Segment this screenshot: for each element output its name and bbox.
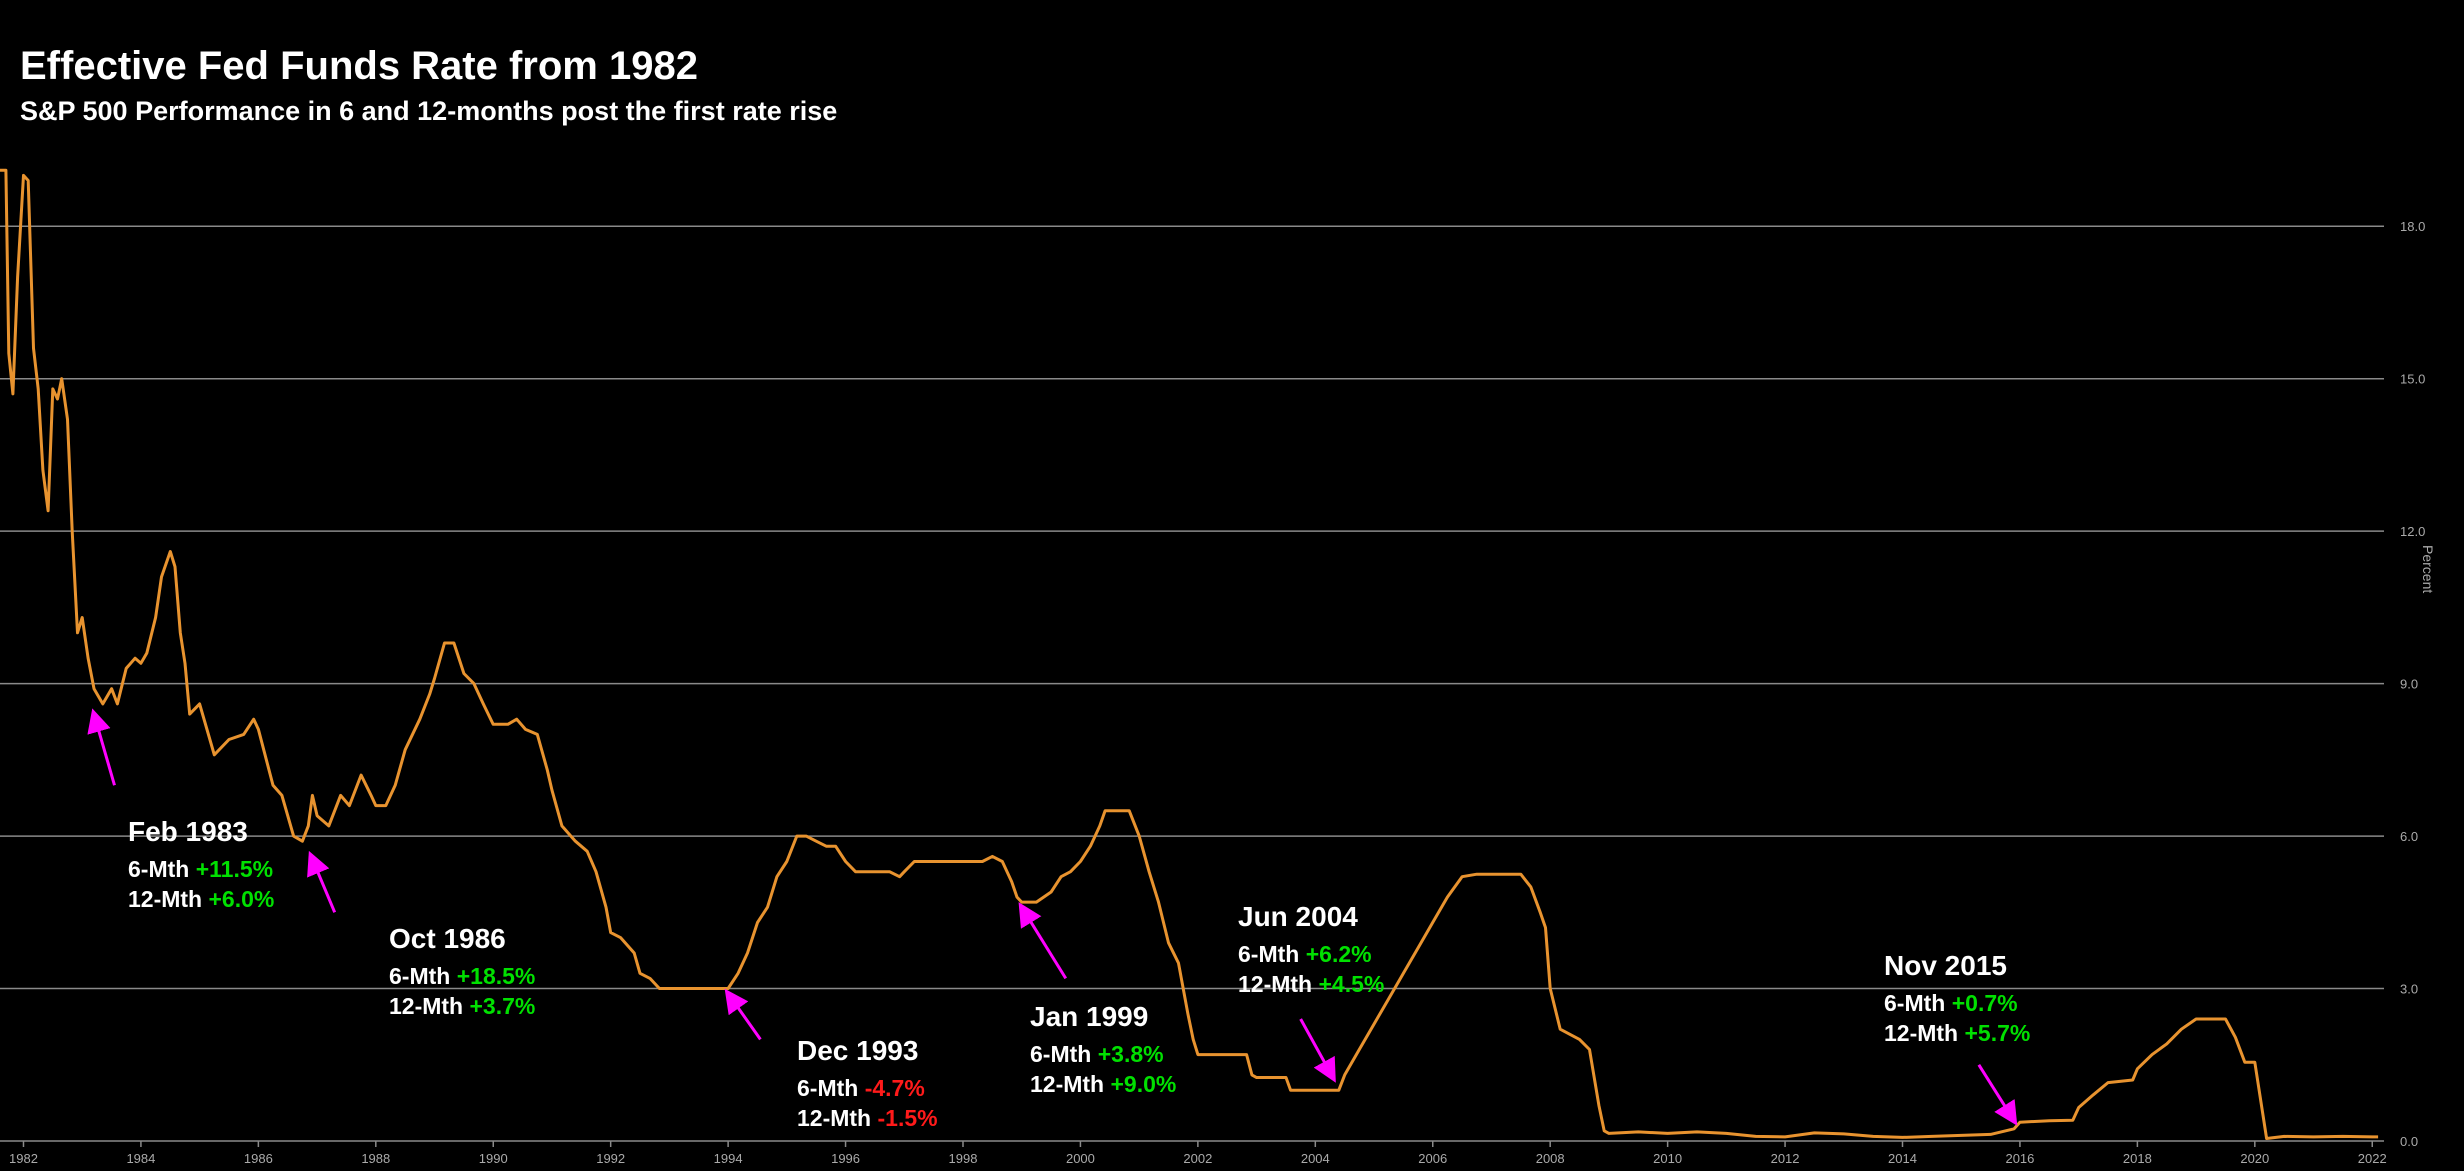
annotation-performance-line: 6-Mth +11.5% — [128, 858, 274, 881]
period-label: 6-Mth — [1030, 1041, 1098, 1067]
y-axis-label: Percent — [2420, 545, 2436, 594]
y-tick-label: 9.0 — [2400, 677, 2418, 692]
annotation-date: Oct 1986 — [389, 923, 506, 954]
return-value: -4.7% — [864, 1075, 925, 1101]
x-tick-label: 2022 — [2358, 1151, 2387, 1166]
period-label: 6-Mth — [389, 963, 457, 989]
return-value: +3.8% — [1097, 1041, 1164, 1067]
annotation-performance-line: 6-Mth +3.8% — [1030, 1043, 1176, 1066]
annotation-performance-line: 12-Mth +5.7% — [1884, 1022, 2030, 1045]
return-value: +18.5% — [456, 963, 536, 989]
annotation-date: Feb 1983 — [128, 816, 248, 847]
period-label: 12-Mth — [1238, 971, 1319, 997]
x-tick-label: 1996 — [831, 1151, 860, 1166]
period-label: 6-Mth — [1884, 990, 1952, 1016]
period-label: 6-Mth — [128, 856, 196, 882]
y-tick-label: 18.0 — [2400, 219, 2425, 234]
x-tick-label: 2000 — [1066, 1151, 1095, 1166]
annotation-arrow — [1018, 902, 1068, 980]
y-tick-label: 3.0 — [2400, 982, 2418, 997]
annotation-dec-1993: Dec 1993 6-Mth -4.7% 12-Mth -1.5% — [797, 1037, 938, 1137]
annotation-date: Nov 2015 — [1884, 950, 2007, 981]
annotation-jan-1999: Jan 1999 6-Mth +3.8% 12-Mth +9.0% — [1030, 1003, 1176, 1103]
annotation-jun-2004: Jun 2004 6-Mth +6.2% 12-Mth +4.5% — [1238, 903, 1384, 1003]
return-value: +5.7% — [1964, 1020, 2031, 1046]
period-label: 12-Mth — [1030, 1071, 1111, 1097]
period-label: 12-Mth — [797, 1105, 878, 1131]
period-label: 12-Mth — [1884, 1020, 1965, 1046]
x-tick-label: 2020 — [2240, 1151, 2269, 1166]
annotation-date: Jun 2004 — [1238, 901, 1358, 932]
y-tick-label: 6.0 — [2400, 829, 2418, 844]
x-tick-label: 2010 — [1653, 1151, 1682, 1166]
return-value: +6.0% — [208, 886, 275, 912]
period-label: 6-Mth — [797, 1075, 865, 1101]
x-tick-label: 1988 — [361, 1151, 390, 1166]
x-tick-label: 1986 — [244, 1151, 273, 1166]
period-label: 12-Mth — [389, 993, 470, 1019]
annotation-nov-2015: Nov 2015 6-Mth +0.7% 12-Mth +5.7% — [1884, 952, 2030, 1052]
y-tick-label: 12.0 — [2400, 524, 2425, 539]
x-tick-label: 2008 — [1536, 1151, 1565, 1166]
x-tick-label: 1982 — [9, 1151, 38, 1166]
annotation-date: Dec 1993 — [797, 1035, 919, 1066]
annotation-arrow — [307, 850, 337, 913]
annotation-performance-line: 12-Mth -1.5% — [797, 1107, 938, 1130]
x-tick-label: 1992 — [596, 1151, 625, 1166]
x-tick-label: 1984 — [126, 1151, 155, 1166]
return-value: +3.7% — [469, 993, 536, 1019]
return-value: -1.5% — [877, 1105, 938, 1131]
x-tick-label: 2006 — [1418, 1151, 1447, 1166]
annotation-performance-line: 12-Mth +3.7% — [389, 995, 535, 1018]
annotation-feb-1983: Feb 1983 6-Mth +11.5% 12-Mth +6.0% — [128, 818, 274, 918]
return-value: +4.5% — [1318, 971, 1385, 997]
x-tick-label: 2004 — [1301, 1151, 1330, 1166]
annotation-arrow — [1299, 1018, 1336, 1083]
x-tick-label: 2002 — [1183, 1151, 1212, 1166]
annotation-performance-line: 12-Mth +4.5% — [1238, 973, 1384, 996]
y-tick-label: 0.0 — [2400, 1134, 2418, 1149]
return-value: +6.2% — [1305, 941, 1372, 967]
annotation-arrow — [87, 708, 116, 786]
return-value: +0.7% — [1951, 990, 2018, 1016]
annotation-arrow — [1977, 1063, 2018, 1126]
annotation-performance-line: 6-Mth +18.5% — [389, 965, 535, 988]
x-tick-label: 1990 — [479, 1151, 508, 1166]
annotation-performance-line: 6-Mth +6.2% — [1238, 943, 1384, 966]
x-tick-label: 2012 — [1771, 1151, 1800, 1166]
annotation-oct-1986: Oct 1986 6-Mth +18.5% 12-Mth +3.7% — [389, 925, 535, 1025]
x-tick-label: 2014 — [1888, 1151, 1917, 1166]
return-value: +11.5% — [195, 856, 274, 882]
annotation-performance-line: 12-Mth +9.0% — [1030, 1073, 1176, 1096]
annotation-arrow — [724, 988, 762, 1041]
x-tick-label: 1994 — [714, 1151, 743, 1166]
annotation-performance-line: 6-Mth +0.7% — [1884, 992, 2030, 1015]
chart-title: Effective Fed Funds Rate from 1982 — [20, 44, 698, 88]
annotation-performance-line: 12-Mth +6.0% — [128, 888, 274, 911]
period-label: 6-Mth — [1238, 941, 1306, 967]
period-label: 12-Mth — [128, 886, 209, 912]
annotation-date: Jan 1999 — [1030, 1001, 1149, 1032]
fed-funds-rate-line — [0, 168, 2379, 1140]
return-value: +9.0% — [1110, 1071, 1177, 1097]
y-tick-label: 15.0 — [2400, 372, 2425, 387]
x-tick-label: 2016 — [2005, 1151, 2034, 1166]
chart-subtitle: S&P 500 Performance in 6 and 12-months p… — [20, 96, 838, 126]
annotation-performance-line: 6-Mth -4.7% — [797, 1077, 938, 1100]
x-tick-label: 2018 — [2123, 1151, 2152, 1166]
x-tick-label: 1998 — [949, 1151, 978, 1166]
